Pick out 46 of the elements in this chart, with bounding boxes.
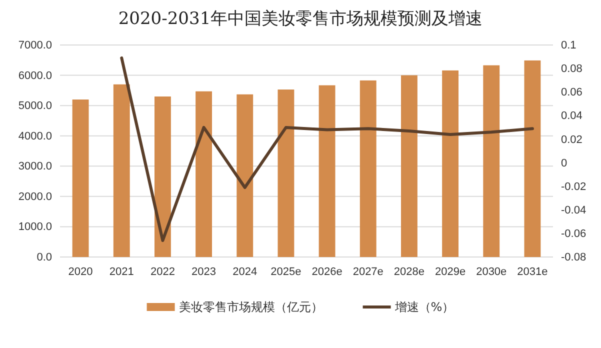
chart-title: 2020-2031年中国美妆零售市场规模预测及增速 <box>118 9 483 29</box>
x-tick-label: 2023 <box>192 266 216 278</box>
x-tick-label: 2024 <box>232 266 258 278</box>
y-tick-label: 7000.0 <box>18 40 52 52</box>
y2-tick-label: -0.04 <box>561 204 586 216</box>
bar <box>442 70 459 257</box>
x-tick-label: 2027e <box>352 266 384 278</box>
y-tick-label: 5000.0 <box>18 100 52 112</box>
y2-tick-label: 0.02 <box>561 134 582 146</box>
y-tick-label: 6000.0 <box>18 70 52 82</box>
bar <box>483 65 500 257</box>
x-tick-label: 2028e <box>394 266 425 278</box>
y2-tick-label: 0.06 <box>561 86 582 99</box>
bar <box>113 84 130 257</box>
x-tick-label: 2030e <box>476 266 507 278</box>
legend-label: 美妆零售市场规模（亿元） <box>178 300 323 314</box>
bar <box>524 60 541 257</box>
bar <box>196 91 212 257</box>
legend-label: 增速（%） <box>394 300 454 314</box>
x-tick-label: 2020 <box>68 266 93 278</box>
y-tick-label: 3000.0 <box>18 160 52 173</box>
x-tick-label: 2029e <box>434 266 466 278</box>
y2-tick-label: 0.1 <box>561 40 576 52</box>
y2-tick-label: 0.08 <box>561 63 582 76</box>
x-tick-label: 2021 <box>109 266 134 278</box>
x-tick-label: 2025e <box>270 266 302 278</box>
x-tick-label: 2031e <box>517 266 548 278</box>
y2-tick-label: 0.04 <box>561 110 582 122</box>
y2-tick-label: -0.06 <box>561 228 586 240</box>
bar <box>318 85 336 257</box>
bar <box>278 90 294 257</box>
bar <box>154 96 171 257</box>
bar <box>72 100 89 257</box>
y-tick-label: 1000.0 <box>18 221 52 234</box>
bar <box>360 80 376 257</box>
bar <box>400 75 418 257</box>
y2-tick-label: -0.08 <box>561 252 586 264</box>
y-tick-label: 4000.0 <box>18 130 52 142</box>
y2-tick-label: 0 <box>561 157 568 170</box>
y-tick-label: 0.0 <box>36 252 52 264</box>
line-series <box>120 56 534 242</box>
bar <box>236 94 254 257</box>
y-tick-label: 2000.0 <box>18 190 52 203</box>
x-tick-label: 2022 <box>150 266 175 278</box>
x-tick-label: 2026e <box>312 266 342 278</box>
y2-tick-label: -0.02 <box>561 180 586 193</box>
